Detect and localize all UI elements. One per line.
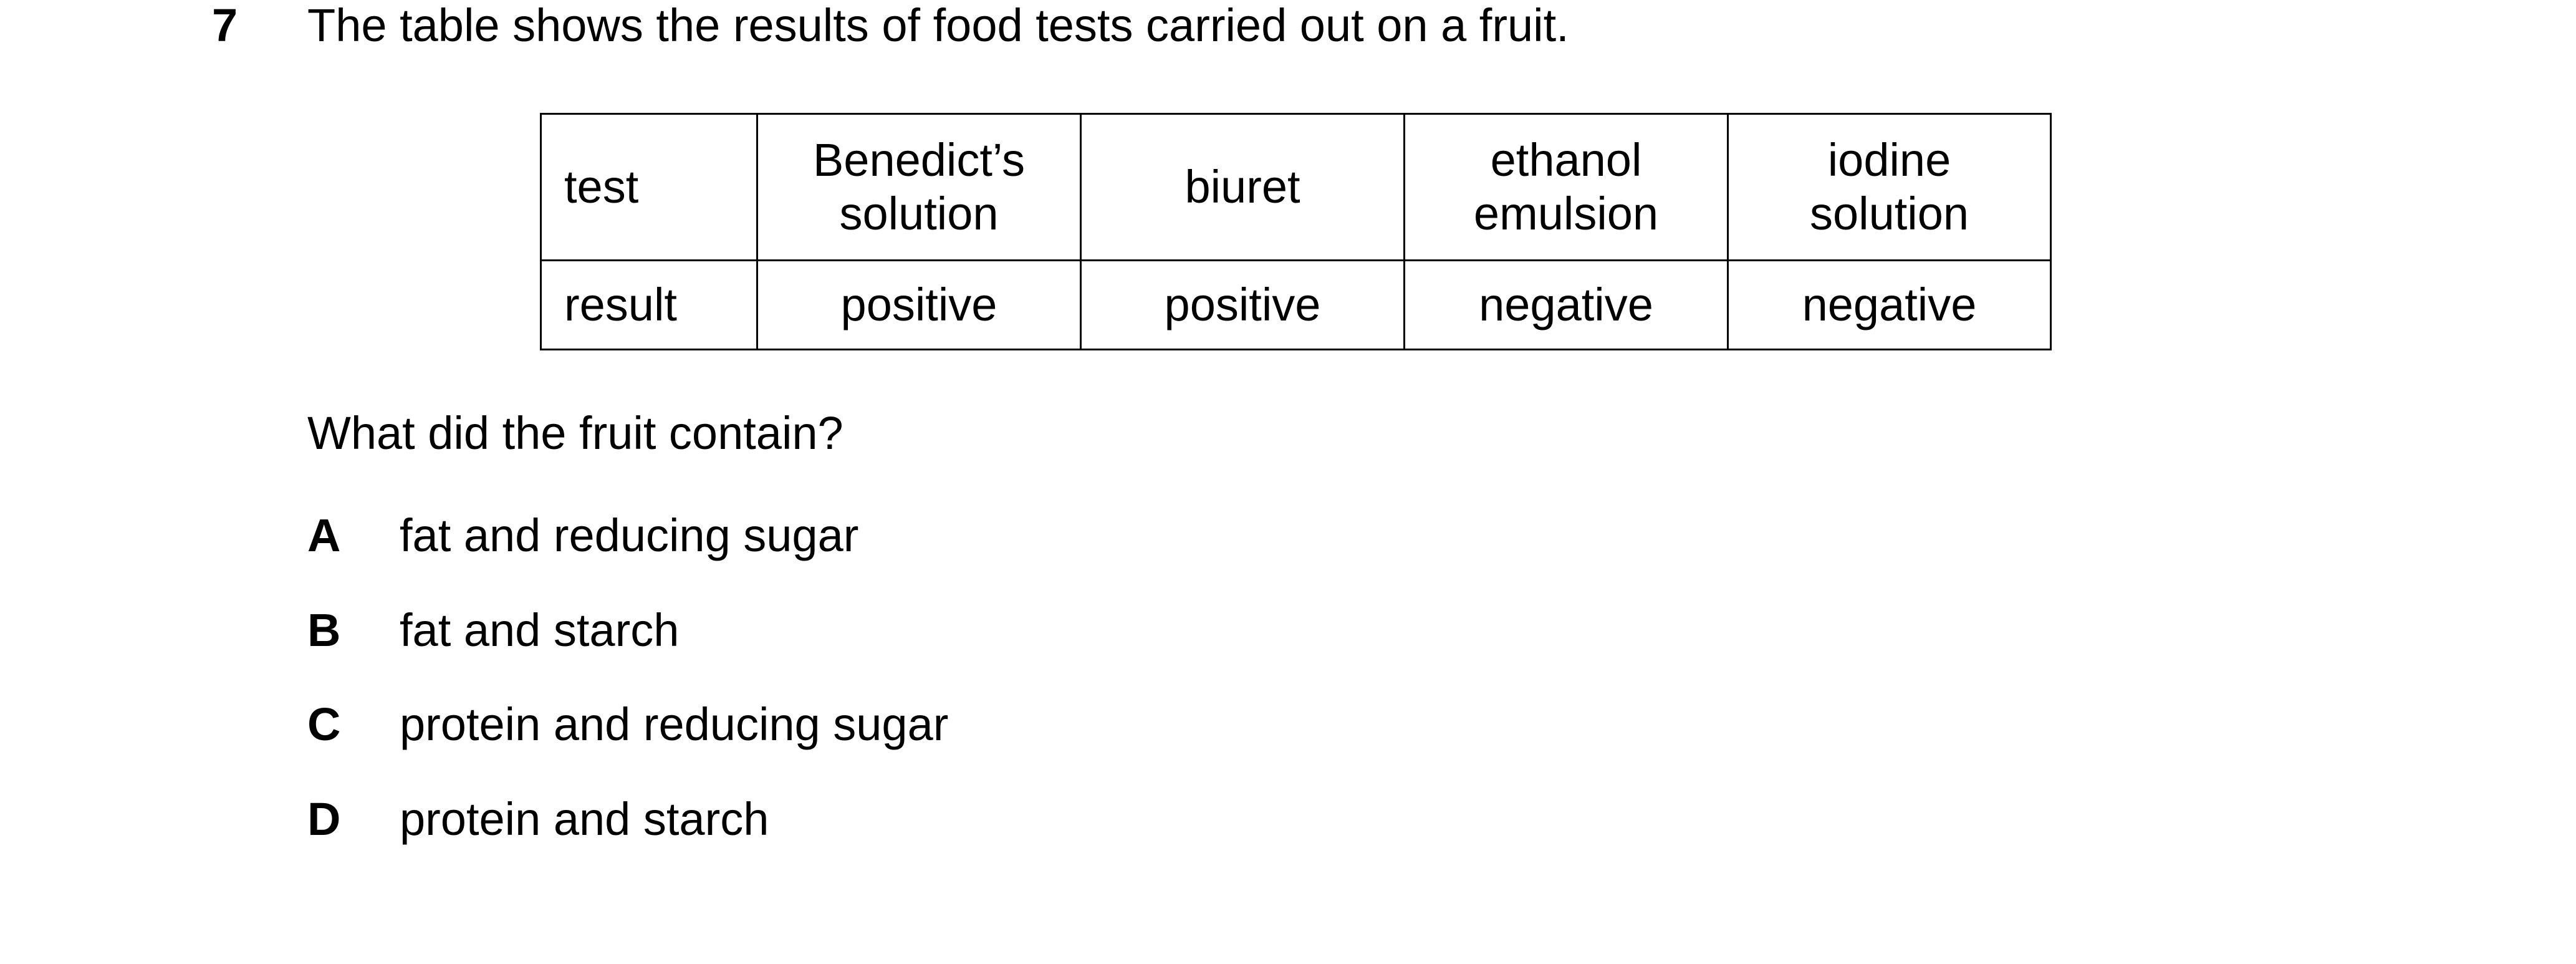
test-name-line: solution	[839, 188, 999, 239]
result-benedicts: positive	[756, 259, 1082, 350]
test-name-iodine: iodine solution	[1727, 113, 2052, 261]
question-prompt: What did the fruit contain?	[307, 407, 843, 459]
table-row-test: test Benedict’s solution biuret ethanol em…	[540, 113, 2052, 261]
option-d[interactable]: D protein and starch	[307, 796, 1305, 846]
row-header-result: result	[540, 259, 758, 350]
option-text: fat and starch	[400, 604, 680, 656]
result-biuret: positive	[1080, 259, 1405, 350]
question-stem: The table shows the results of food test…	[307, 0, 1569, 51]
question-number: 7	[212, 0, 238, 51]
option-text: protein and starch	[400, 793, 769, 845]
option-text: protein and reducing sugar	[400, 698, 949, 750]
test-name-line: solution	[1809, 188, 1969, 239]
result-ethanol-emulsion: negative	[1403, 259, 1729, 350]
result-iodine: negative	[1727, 259, 2052, 350]
test-name-line: iodine	[1827, 134, 1951, 186]
option-c[interactable]: C protein and reducing sugar	[307, 701, 1305, 751]
option-a[interactable]: A fat and reducing sugar	[307, 513, 1305, 562]
row-header-test: test	[540, 113, 758, 261]
table-row-result: result positive positive negative negati…	[540, 259, 2052, 350]
test-name-line: emulsion	[1473, 188, 1659, 239]
test-name-benedicts: Benedict’s solution	[756, 113, 1082, 261]
test-name-biuret: biuret	[1080, 113, 1405, 261]
option-text: fat and reducing sugar	[400, 509, 859, 561]
option-b[interactable]: B fat and starch	[307, 607, 1305, 657]
test-name-ethanol-emulsion: ethanol emulsion	[1403, 113, 1729, 261]
option-letter: A	[307, 509, 341, 561]
food-test-table: test Benedict’s solution biuret ethanol em…	[540, 113, 2052, 350]
option-letter: B	[307, 604, 341, 656]
option-letter: D	[307, 793, 341, 845]
test-name-line: ethanol	[1490, 134, 1642, 186]
test-name-line: Benedict’s	[812, 134, 1026, 186]
option-letter: C	[307, 698, 341, 750]
